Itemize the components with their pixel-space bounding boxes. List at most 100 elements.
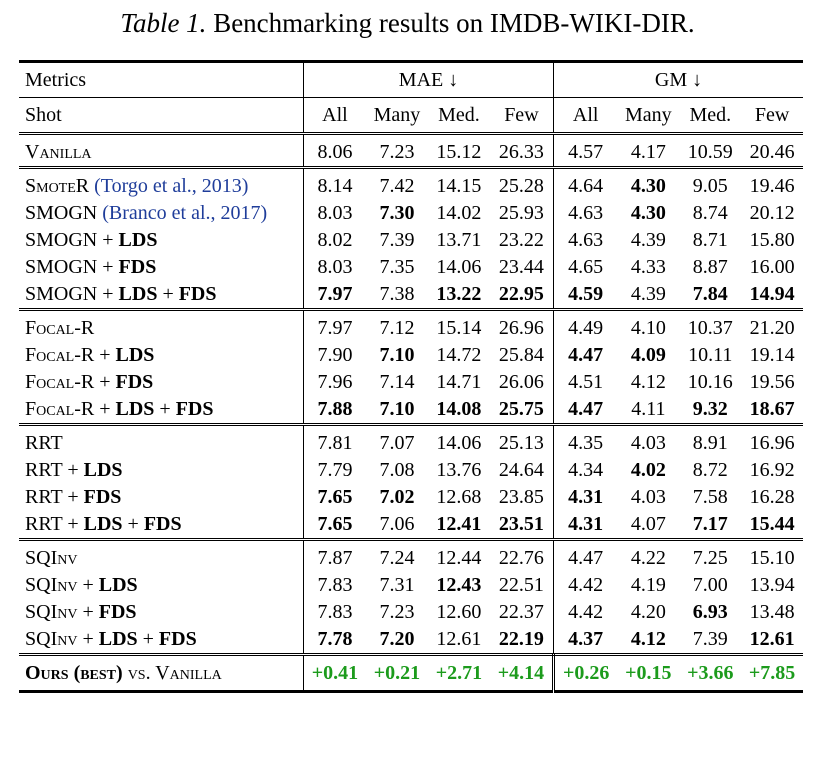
value-cell: 26.06	[489, 369, 555, 396]
value-cell: 4.51	[568, 371, 604, 393]
table-row: SMOGN + FDS 8.03 7.35 14.06 23.44 4.65 4.33 8.8…	[19, 254, 803, 281]
method-variant: FDS	[118, 256, 157, 278]
value-cell: 4.03	[630, 486, 666, 508]
value-cell: 19.56	[749, 371, 795, 393]
value-cell: 22.19	[489, 626, 555, 655]
method-base-name: Vanilla	[25, 141, 92, 163]
method-name: SMOGN (Branco et al., 2017)	[19, 200, 304, 227]
value-cell: 7.87	[303, 538, 366, 572]
value-cell: 14.02	[436, 202, 482, 224]
method-variant: FDS	[178, 283, 217, 305]
method-name: SQInv	[19, 538, 304, 572]
shot-header-row: Shot All Many Med. Few All Many Med. Few	[19, 97, 803, 134]
value-cell: 7.90	[317, 344, 353, 366]
value-cell: 4.49	[553, 308, 618, 342]
value-cell: 16.28	[749, 486, 795, 508]
value-cell: 22.76	[489, 538, 555, 572]
value-cell: 4.47	[568, 344, 604, 366]
value-cell: 7.38	[379, 283, 415, 305]
value-cell: 4.63	[568, 229, 604, 251]
value-cell: 14.72	[436, 344, 482, 366]
value-cell: 7.58	[692, 486, 728, 508]
citation-link[interactable]: (Torgo et al., 2013)	[94, 175, 249, 197]
column-header: All	[303, 97, 366, 134]
value-cell: 8.74	[692, 202, 728, 224]
value-cell: 7.65	[317, 513, 353, 535]
value-cell: 14.06	[428, 423, 490, 457]
value-cell: 13.71	[436, 229, 482, 251]
value-cell: 7.00	[692, 574, 728, 596]
method-name: RRT	[19, 423, 304, 457]
value-cell: 7.12	[365, 308, 429, 342]
table-row: SMOGN (Branco et al., 2017) 8.03 7.30 14.02…	[19, 200, 803, 227]
results-table-wrapper: Metrics MAE ↓ GM ↓ Shot All Many Med. Few Al…	[19, 60, 803, 693]
improvement-cell: +2.71	[428, 653, 490, 693]
value-cell: 4.47	[568, 398, 604, 420]
value-cell: 8.02	[317, 229, 353, 251]
value-cell: 4.42	[568, 574, 604, 596]
value-cell: 25.28	[489, 166, 555, 200]
method-variant: FDS	[143, 513, 182, 535]
value-cell: 4.35	[553, 423, 618, 457]
value-cell: 12.60	[436, 601, 482, 623]
method-base-name: SQInv	[25, 628, 78, 650]
table-row: SmoteR (Torgo et al., 2013) 8.14 7.42 14.15…	[19, 166, 803, 200]
value-cell: 7.42	[365, 166, 429, 200]
method-name: RRT + FDS	[19, 484, 304, 511]
value-cell: 14.08	[436, 398, 482, 420]
column-header: Med.	[428, 97, 490, 134]
method-name: RRT + LDS	[19, 457, 304, 484]
value-cell: 4.22	[617, 538, 680, 572]
value-cell: 7.39	[379, 229, 415, 251]
column-header: All	[553, 97, 618, 134]
value-cell: 7.81	[303, 423, 366, 457]
value-cell: 4.17	[617, 132, 680, 168]
value-cell: 7.79	[317, 459, 353, 481]
value-cell: 7.24	[365, 538, 429, 572]
value-cell: 15.44	[749, 513, 795, 535]
method-name: Focal-R + FDS	[19, 369, 304, 396]
value-cell: 7.35	[379, 256, 415, 278]
value-cell: 4.19	[630, 574, 666, 596]
value-cell: 22.95	[489, 281, 555, 310]
improvement-cell: +0.15	[617, 653, 680, 693]
value-cell: 7.78	[317, 628, 353, 650]
value-cell: 7.31	[379, 574, 415, 596]
value-cell: 12.61	[436, 628, 482, 650]
value-cell: 7.25	[679, 538, 742, 572]
improvement-cell: +0.26	[553, 653, 618, 693]
table-row: SQInv + FDS 7.83 7.23 12.60 22.37 4.42 4.20 6.9…	[19, 599, 803, 626]
value-cell: 8.14	[303, 166, 366, 200]
value-cell: 4.07	[630, 513, 666, 535]
gm-header: GM ↓	[553, 60, 803, 98]
table-row: SQInv + LDS + FDS 7.78 7.20 12.61 22.19 4.37 4…	[19, 626, 803, 655]
value-cell: 16.96	[741, 423, 803, 457]
value-cell: 4.65	[568, 256, 604, 278]
method-name: SQInv + FDS	[19, 599, 304, 626]
method-base-name: RRT	[25, 513, 63, 535]
method-name: SmoteR (Torgo et al., 2013)	[19, 166, 304, 200]
method-base-name: SQInv	[25, 601, 78, 623]
value-cell: 4.12	[630, 628, 666, 650]
value-cell: 7.88	[317, 398, 353, 420]
value-cell: 24.64	[489, 457, 555, 484]
table-row: RRT + LDS 7.79 7.08 13.76 24.64 4.34 4.02 8.72 1…	[19, 457, 803, 484]
caption-text: Benchmarking results on IMDB-WIKI-DIR.	[213, 8, 695, 38]
citation-link[interactable]: (Branco et al., 2017)	[102, 202, 268, 224]
method-base-name: SQInv	[25, 547, 78, 569]
value-cell: 15.80	[749, 229, 795, 251]
table-row: RRT + LDS + FDS 7.65 7.06 12.41 23.51 4.31 4.0…	[19, 511, 803, 540]
method-base-name: Focal-R	[25, 344, 95, 366]
method-name: SQInv + LDS	[19, 572, 304, 599]
summary-label-bold: Ours (best)	[25, 662, 123, 684]
value-cell: 15.14	[428, 308, 490, 342]
table-row: RRT + FDS 7.65 7.02 12.68 23.85 4.31 4.03 7.58 1…	[19, 484, 803, 511]
value-cell: 4.31	[568, 486, 604, 508]
table-row: SMOGN + LDS + FDS 7.97 7.38 13.22 22.95 4.59 4…	[19, 281, 803, 310]
method-variant: FDS	[115, 371, 154, 393]
value-cell: 4.59	[568, 283, 604, 305]
improvement-cell: +3.66	[679, 653, 742, 693]
value-cell: 18.67	[749, 398, 795, 420]
method-variant: FDS	[158, 628, 197, 650]
value-cell: 4.31	[568, 513, 604, 535]
